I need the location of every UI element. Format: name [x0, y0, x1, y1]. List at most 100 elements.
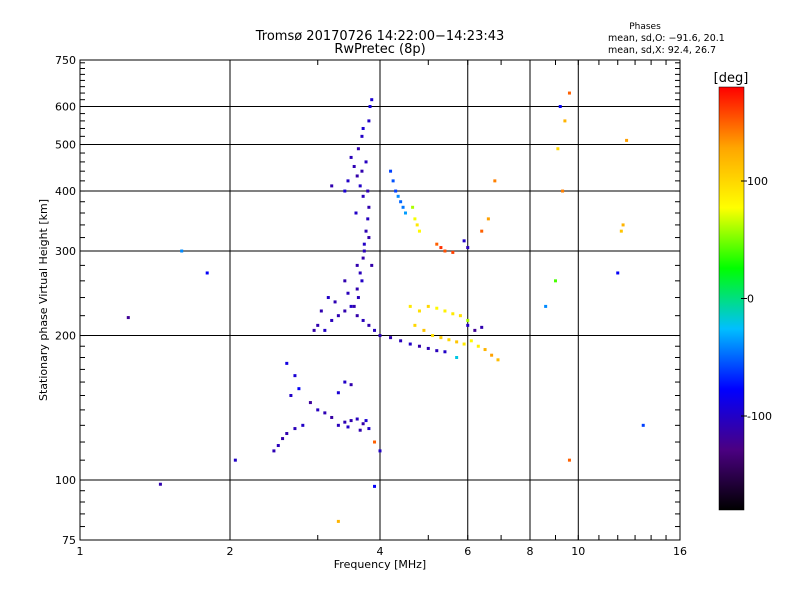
data-point	[367, 323, 371, 327]
data-point	[364, 160, 368, 164]
stats-line-x: mean, sd,X: 92.4, 26.7	[608, 45, 716, 56]
x-axis: 1 2 4 6 8 10 16	[77, 60, 687, 558]
data-point	[336, 314, 340, 318]
data-point	[362, 249, 366, 253]
data-point	[333, 300, 337, 304]
data-point	[349, 383, 353, 387]
data-point	[343, 380, 347, 384]
data-point	[417, 309, 421, 313]
colorbar-tick-label: 100	[747, 175, 768, 188]
data-point	[415, 223, 419, 227]
data-point	[455, 355, 459, 359]
data-point	[326, 296, 330, 300]
data-point	[451, 250, 455, 254]
data-point	[435, 306, 439, 310]
data-point	[361, 256, 365, 260]
data-point	[391, 179, 395, 183]
grid	[80, 60, 680, 540]
data-point	[361, 194, 365, 198]
data-point	[349, 304, 353, 308]
data-point	[355, 287, 359, 291]
data-point	[297, 387, 301, 391]
data-point	[316, 323, 320, 327]
data-point	[356, 296, 360, 300]
data-point	[180, 249, 184, 253]
data-point	[336, 391, 340, 395]
data-point	[480, 325, 484, 329]
x-tick-label: 2	[227, 545, 234, 558]
y-tick-label: 100	[55, 474, 76, 487]
y-tick-label: 600	[55, 101, 76, 114]
data-point	[563, 119, 567, 123]
data-point	[621, 223, 625, 227]
y-tick-label: 300	[55, 245, 76, 258]
data-point	[493, 179, 497, 183]
data-point	[466, 318, 470, 322]
data-point	[276, 444, 280, 448]
data-point	[285, 361, 289, 365]
data-point	[396, 194, 400, 198]
data-point	[360, 134, 364, 138]
data-point	[360, 279, 364, 283]
data-point	[233, 458, 237, 462]
x-tick-label: 10	[571, 545, 585, 558]
data-point	[417, 229, 421, 233]
y-tick-label: 500	[55, 139, 76, 152]
data-point	[490, 353, 494, 357]
data-point	[496, 358, 500, 362]
data-point	[361, 422, 365, 426]
data-point	[355, 174, 359, 178]
data-point	[413, 323, 417, 327]
data-point	[336, 423, 340, 427]
data-point	[373, 484, 377, 488]
data-point	[370, 263, 374, 267]
y-tick-label: 750	[55, 54, 76, 67]
data-point	[426, 346, 430, 350]
x-tick-label: 4	[377, 545, 384, 558]
colorbar-tick-label: 0	[747, 293, 754, 306]
data-point	[443, 309, 447, 313]
data-point	[486, 217, 490, 221]
colorbar-label: [deg]	[714, 71, 749, 86]
data-point	[361, 318, 365, 322]
data-point	[323, 328, 327, 332]
y-tick-label: 75	[62, 534, 76, 547]
data-point	[330, 415, 334, 419]
data-point	[439, 336, 443, 340]
data-point	[567, 91, 571, 95]
data-point	[158, 482, 162, 486]
data-point	[285, 432, 289, 436]
data-point	[370, 98, 374, 102]
data-point	[367, 427, 371, 431]
data-point	[352, 304, 356, 308]
data-point	[355, 417, 359, 421]
data-point	[401, 205, 405, 209]
data-point	[417, 344, 421, 348]
data-point	[373, 440, 377, 444]
data-point	[567, 458, 571, 462]
data-point	[358, 428, 362, 432]
data-point	[641, 423, 645, 427]
data-point	[312, 328, 316, 332]
data-point	[426, 304, 430, 308]
x-axis-label: Frequency [MHz]	[334, 558, 426, 571]
colorbar-ticks: 100 0 -100	[741, 175, 772, 423]
data-point	[373, 328, 377, 332]
data-point	[435, 242, 439, 246]
data-point	[394, 189, 398, 193]
data-point	[561, 189, 565, 193]
data-point	[443, 249, 447, 253]
data-point	[616, 271, 620, 275]
chart-title: Tromsø 20170726 14:22:00−14:23:43	[255, 29, 505, 44]
data-point	[466, 246, 470, 250]
data-point	[343, 279, 347, 283]
data-point	[346, 425, 350, 429]
x-tick-label: 16	[673, 545, 687, 558]
data-point	[544, 304, 548, 308]
data-point	[301, 423, 305, 427]
data-point	[343, 189, 347, 193]
data-point	[366, 189, 370, 193]
data-point	[293, 374, 297, 378]
colorbar	[718, 86, 745, 511]
data-point	[451, 312, 455, 316]
